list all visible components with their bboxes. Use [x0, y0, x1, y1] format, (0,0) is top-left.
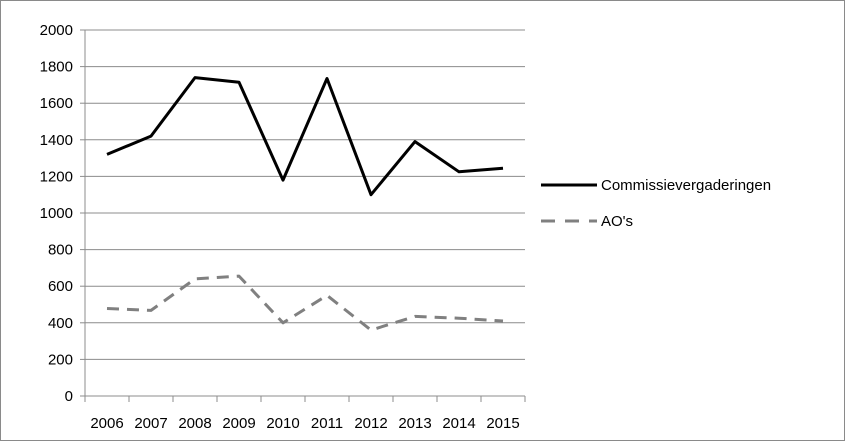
- x-tick-label-2007: 2007: [134, 415, 167, 432]
- x-tick-label-2012: 2012: [354, 415, 387, 432]
- y-tick-label-200: 200: [48, 351, 73, 368]
- x-tick-label-2013: 2013: [398, 415, 431, 432]
- y-tick-label-1200: 1200: [40, 168, 73, 185]
- y-tick-label-2000: 2000: [40, 22, 73, 39]
- y-tick-label-400: 400: [48, 315, 73, 332]
- x-tick-label-2011: 2011: [311, 415, 343, 432]
- y-tick-label-1400: 1400: [40, 132, 73, 149]
- x-tick-label-2009: 2009: [222, 415, 255, 432]
- legend-label-commissievergaderingen: Commissievergaderingen: [601, 177, 771, 194]
- x-tick-label-2014: 2014: [442, 415, 475, 432]
- y-tick-label-1000: 1000: [40, 205, 73, 222]
- series-lines: [106, 76, 504, 332]
- x-axis-tick-labels: 2006 2007 2008 2009 2010 2011 2012 2013 2014 2015: [90, 415, 519, 432]
- x-tick-label-2015: 2015: [486, 415, 519, 432]
- axes: [80, 29, 526, 402]
- y-tick-label-1600: 1600: [40, 95, 73, 112]
- y-tick-label-800: 800: [48, 242, 73, 259]
- legend-label-aos: AO's: [601, 213, 633, 230]
- y-tick-label-1800: 1800: [40, 59, 73, 76]
- x-tick-label-2010: 2010: [266, 415, 299, 432]
- x-tick-label-2006: 2006: [90, 415, 123, 432]
- series-line-aos: [106, 274, 504, 332]
- y-tick-label-600: 600: [48, 278, 73, 295]
- gridlines: [85, 29, 525, 360]
- legend: Commissievergaderingen AO's: [541, 177, 771, 230]
- y-tick-label-0: 0: [65, 388, 73, 405]
- x-tick-label-2008: 2008: [178, 415, 211, 432]
- y-axis-tick-labels: 0 200 400 600 800 1000 1200 1400 1600 1800 2000: [40, 22, 73, 405]
- series-line-commissievergaderingen: [106, 76, 504, 197]
